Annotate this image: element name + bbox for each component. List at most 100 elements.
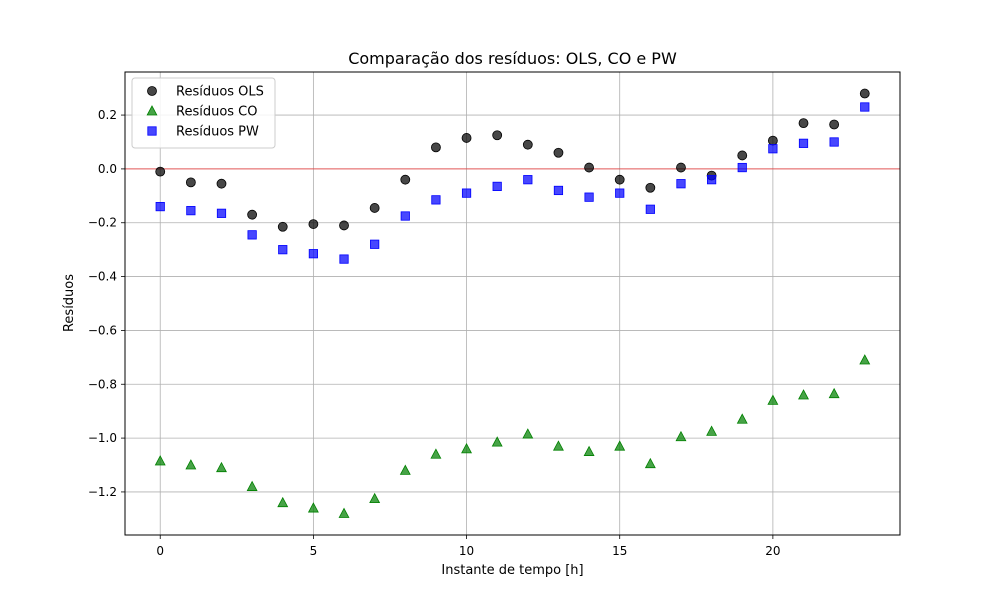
data-point-square: [186, 206, 196, 216]
data-point-square: [645, 204, 655, 214]
data-point-circle: [645, 182, 656, 193]
series-circle: [155, 88, 870, 232]
data-point-circle: [155, 166, 166, 177]
data-point-circle: [400, 174, 411, 185]
data-point-circle: [798, 118, 809, 129]
y-tick-label: −1.0: [88, 431, 117, 445]
chart-title: Comparação dos resíduos: OLS, CO e PW: [348, 49, 677, 68]
data-point-square: [615, 188, 625, 198]
data-point-triangle: [706, 425, 718, 436]
data-point-circle: [584, 162, 594, 173]
y-tick-label: −0.2: [88, 216, 117, 230]
axis-ticks: 0 5 10 15 20 0.2 0.0 −0.2 −0.4 −0.6 −0.8 −1.0 −1.2: [88, 108, 781, 558]
y-tick-label: −0.8: [88, 377, 117, 391]
data-point-circle: [431, 142, 441, 153]
data-point-square: [707, 175, 717, 185]
y-tick-label: 0.2: [98, 108, 117, 122]
y-tick-label: −0.6: [88, 323, 117, 337]
data-point-circle: [308, 219, 319, 229]
y-tick-label: −0.4: [88, 270, 117, 284]
legend-marker: [147, 126, 157, 136]
data-point-square: [737, 162, 747, 173]
legend-label: Resíduos OLS: [176, 85, 264, 100]
data-point-triangle: [216, 461, 227, 473]
data-point-square: [829, 137, 839, 147]
data-point-square: [798, 138, 809, 148]
data-point-triangle: [399, 464, 411, 475]
data-point-triangle: [583, 445, 595, 456]
x-tick-label: 15: [612, 544, 627, 558]
data-point-circle: [829, 119, 840, 130]
data-point-triangle: [154, 455, 166, 466]
data-point-circle: [216, 178, 227, 189]
data-point-circle: [492, 130, 503, 141]
data-point-triangle: [522, 428, 534, 439]
data-point-triangle: [307, 502, 319, 513]
data-point-circle: [247, 209, 258, 220]
data-point-circle: [676, 162, 686, 173]
x-axis-label: Instante de tempo [h]: [441, 563, 583, 578]
x-tick-label: 20: [765, 544, 780, 558]
y-axis-label: Resíduos: [62, 274, 77, 332]
data-point-square: [768, 144, 778, 154]
data-point-square: [431, 195, 441, 205]
data-point-square: [370, 239, 380, 249]
legend: Resíduos OLS Resíduos CO Resíduos PW: [131, 77, 276, 149]
data-point-square: [400, 211, 410, 221]
data-point-circle: [737, 150, 748, 161]
data-point-circle: [859, 88, 870, 99]
data-point-square: [155, 201, 165, 212]
data-point-triangle: [614, 440, 626, 451]
legend-box: [131, 77, 276, 149]
data-point-triangle: [675, 430, 687, 442]
data-point-square: [676, 179, 686, 189]
data-point-triangle: [644, 457, 656, 469]
data-point-triangle: [185, 459, 197, 470]
legend-label: Resíduos PW: [176, 125, 259, 140]
data-point-square: [860, 102, 870, 112]
data-point-circle: [277, 221, 288, 232]
y-tick-label: 0.0: [98, 162, 117, 176]
data-point-triangle: [338, 507, 350, 518]
data-point-triangle: [369, 492, 381, 504]
data-point-triangle: [246, 480, 258, 491]
data-point-circle: [339, 220, 349, 231]
y-tick-label: −1.2: [88, 485, 117, 499]
data-point-square: [461, 188, 472, 198]
data-point-circle: [185, 177, 196, 188]
data-point-square: [308, 249, 318, 259]
data-point-triangle: [430, 448, 442, 459]
data-point-square: [523, 175, 533, 185]
series-square: [155, 102, 870, 264]
data-point-square: [553, 185, 564, 196]
data-point-triangle: [798, 389, 809, 400]
data-point-triangle: [461, 443, 473, 454]
data-point-triangle: [736, 413, 748, 424]
data-point-circle: [369, 203, 380, 213]
legend-marker: [146, 105, 158, 116]
data-point-triangle: [552, 440, 564, 451]
data-point-triangle: [828, 387, 840, 399]
x-tick-label: 0: [156, 544, 164, 558]
data-point-triangle: [859, 354, 871, 365]
x-tick-label: 5: [310, 544, 318, 558]
data-point-circle: [614, 174, 625, 185]
plot-frame: [124, 71, 901, 536]
x-tick-label: 10: [459, 544, 474, 558]
data-point-triangle: [767, 394, 779, 405]
legend-label: Resíduos CO: [176, 105, 258, 120]
legend-marker: [147, 86, 157, 96]
data-points: [154, 88, 871, 518]
data-point-square: [278, 245, 288, 255]
data-point-square: [247, 230, 257, 240]
data-point-square: [216, 208, 227, 218]
data-point-triangle: [491, 436, 503, 447]
data-point-square: [339, 254, 349, 264]
data-point-circle: [553, 147, 564, 158]
data-point-circle: [461, 133, 472, 143]
data-point-circle: [522, 139, 533, 150]
data-point-square: [584, 192, 594, 202]
data-point-circle: [767, 135, 778, 146]
data-point-triangle: [277, 496, 289, 508]
